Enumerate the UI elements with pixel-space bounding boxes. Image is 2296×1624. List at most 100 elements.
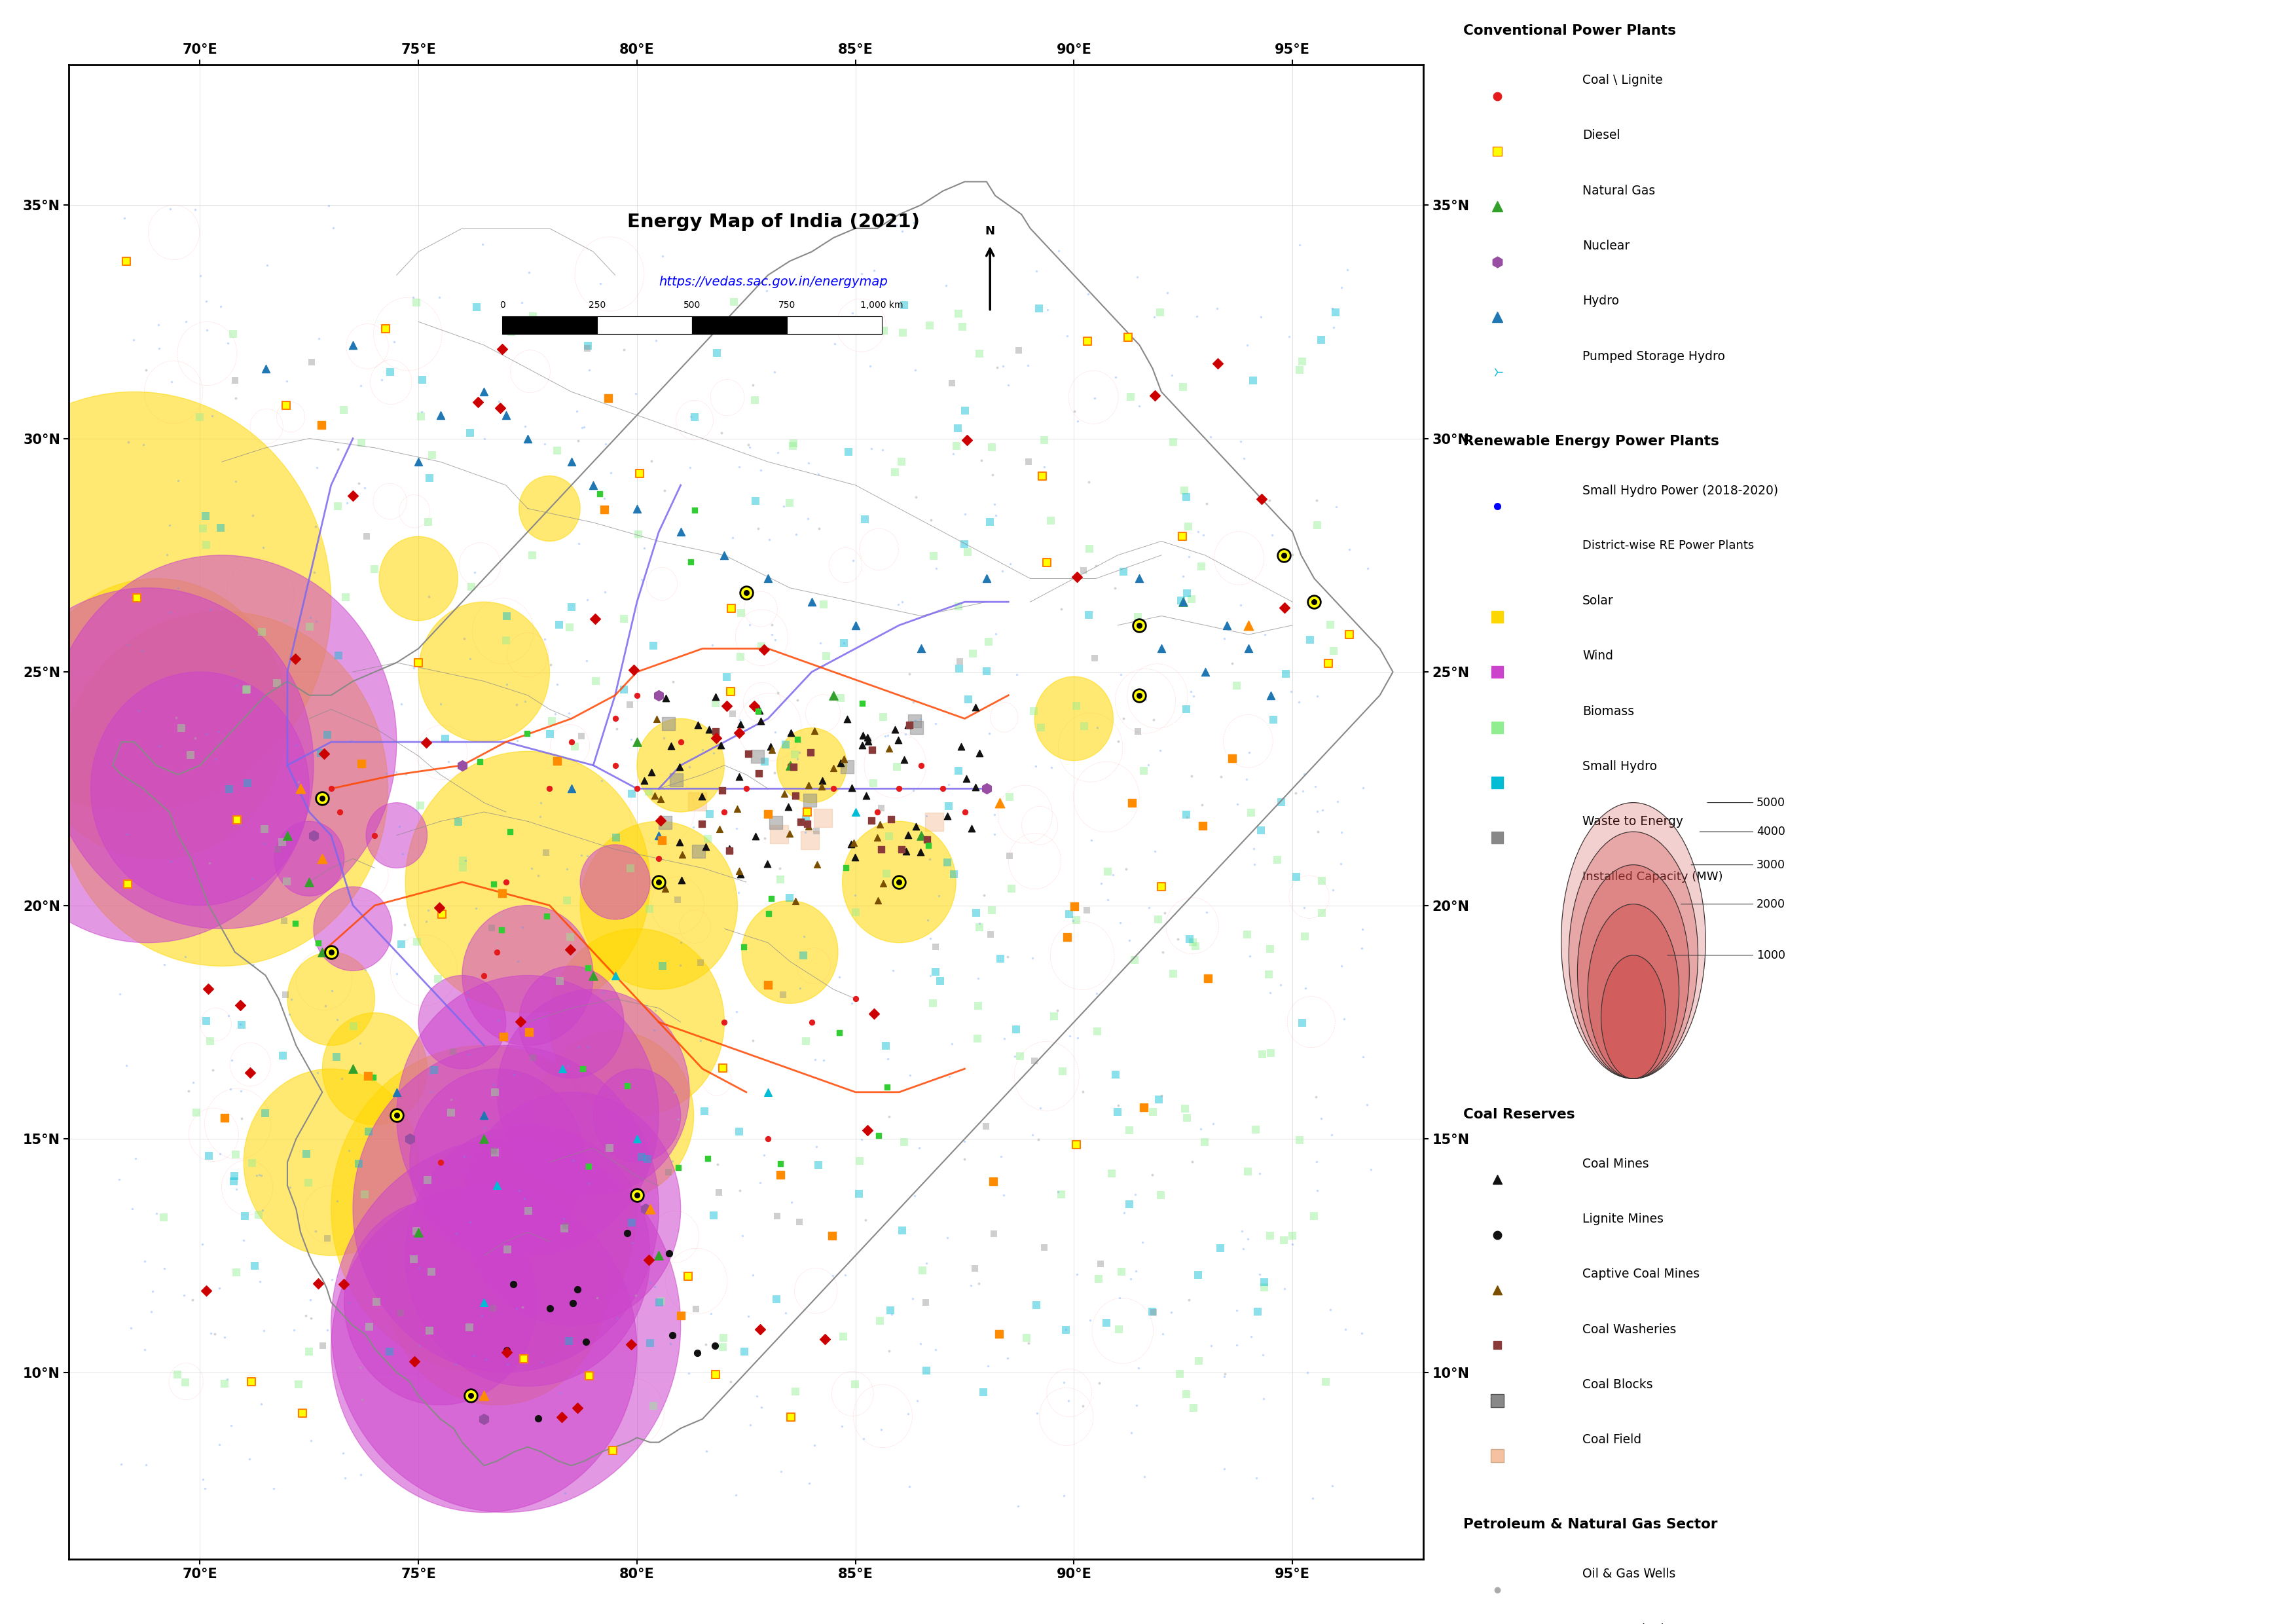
Point — [1265, 542, 1302, 568]
Point — [514, 1044, 551, 1070]
Point — [861, 1122, 898, 1148]
Point — [1251, 1223, 1288, 1249]
Point — [546, 1216, 583, 1242]
Point — [540, 437, 576, 463]
Point — [884, 448, 921, 474]
Point — [569, 1034, 606, 1060]
Point — [280, 768, 317, 794]
Point — [542, 612, 579, 638]
Point — [1281, 689, 1318, 715]
Circle shape — [379, 536, 457, 620]
Point — [542, 1380, 579, 1406]
Point — [790, 773, 827, 799]
Point — [1345, 1044, 1382, 1070]
Point — [664, 929, 700, 955]
Text: Renewable Energy Power Plants: Renewable Energy Power Plants — [1463, 435, 1720, 448]
Text: Solar: Solar — [1582, 594, 1614, 607]
Point — [1242, 304, 1279, 330]
Point — [193, 596, 230, 622]
Point — [746, 1142, 783, 1168]
Point — [1038, 997, 1075, 1023]
Point — [1322, 820, 1359, 846]
Point — [673, 455, 709, 481]
Point — [769, 794, 806, 820]
Point — [1022, 296, 1058, 322]
Point — [551, 700, 588, 726]
Point — [356, 557, 393, 583]
Point — [1171, 513, 1208, 539]
Point — [161, 575, 197, 601]
Point — [1231, 944, 1267, 970]
Point — [108, 822, 145, 848]
Point — [898, 357, 934, 383]
Point — [799, 851, 836, 877]
Point — [445, 625, 482, 651]
Point — [321, 799, 358, 825]
Point — [505, 1294, 542, 1320]
Point — [976, 492, 1013, 518]
Point — [960, 1026, 996, 1052]
Point — [133, 1278, 170, 1304]
Point — [1332, 536, 1368, 562]
Point — [1286, 778, 1322, 804]
Point — [753, 734, 790, 760]
Circle shape — [397, 976, 659, 1255]
Point — [1304, 867, 1341, 893]
Point — [1288, 976, 1325, 1002]
Point — [691, 716, 728, 742]
Point — [269, 869, 305, 895]
Point — [815, 682, 852, 708]
Point — [771, 820, 808, 846]
Point — [905, 1257, 941, 1283]
Point — [1120, 1354, 1157, 1380]
Point — [1316, 638, 1352, 664]
Point — [101, 981, 138, 1007]
Point — [563, 843, 599, 869]
Point — [377, 330, 413, 356]
Point — [863, 1416, 900, 1442]
Point — [845, 1426, 882, 1452]
Point — [422, 901, 459, 927]
Point — [664, 1302, 700, 1328]
Point — [1311, 650, 1348, 676]
Point — [1056, 893, 1093, 919]
Point — [115, 1195, 152, 1221]
Point — [397, 1218, 434, 1244]
Point — [241, 1268, 278, 1294]
Point — [698, 1151, 735, 1177]
Point — [1141, 299, 1178, 325]
Circle shape — [581, 844, 650, 919]
Point — [234, 1150, 271, 1176]
Point — [829, 754, 866, 780]
Point — [827, 854, 863, 880]
Point — [1329, 257, 1366, 283]
Point — [232, 1445, 269, 1471]
Point — [1265, 542, 1302, 568]
Point — [1318, 494, 1355, 520]
Point — [455, 1343, 491, 1369]
Point — [551, 614, 588, 640]
Point — [1134, 706, 1171, 732]
Point — [1194, 1333, 1231, 1359]
Point — [569, 336, 606, 362]
Point — [1180, 520, 1217, 546]
Point — [551, 937, 588, 963]
Point — [739, 744, 776, 770]
Point — [223, 812, 259, 838]
Point — [944, 313, 980, 339]
Point — [1107, 856, 1143, 882]
Point — [838, 844, 875, 870]
Point — [402, 793, 439, 818]
Point — [976, 1168, 1013, 1194]
Point — [746, 825, 783, 851]
Point — [197, 1322, 234, 1348]
Point — [218, 468, 255, 494]
Circle shape — [243, 1069, 418, 1255]
Point — [335, 482, 372, 508]
Point — [227, 677, 264, 703]
Point — [643, 244, 680, 270]
Point — [872, 1301, 909, 1327]
Point — [1205, 1455, 1242, 1481]
Point — [721, 763, 758, 789]
Point — [951, 539, 987, 565]
